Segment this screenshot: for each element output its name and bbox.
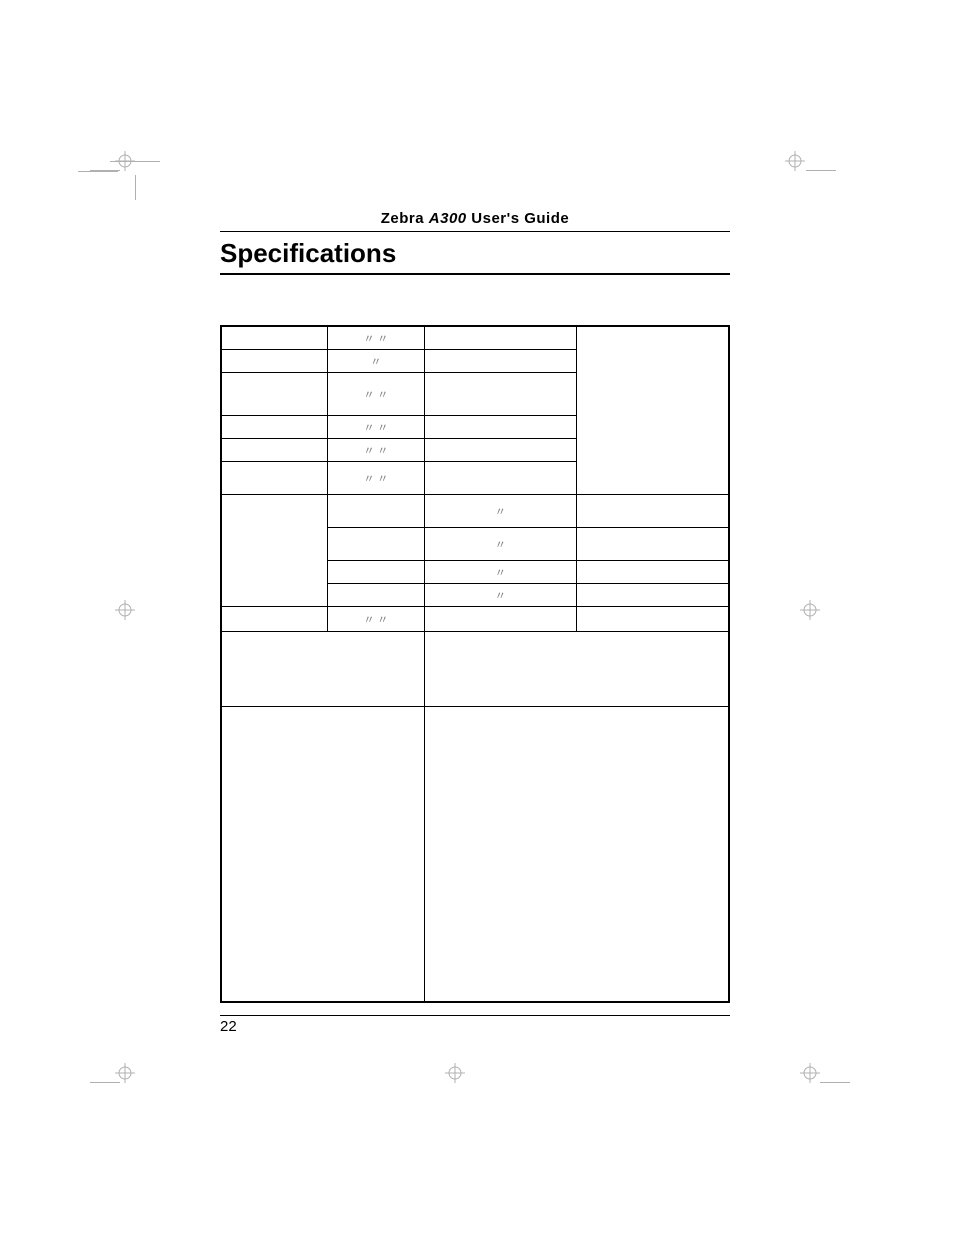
table-row: 〃: [221, 495, 729, 528]
crop-line: [90, 1082, 120, 1083]
table-cell: [221, 462, 328, 495]
registration-mark: [115, 600, 135, 620]
table-row: [221, 632, 729, 707]
table-cell: 〃 〃: [328, 373, 425, 416]
crop-line: [806, 170, 836, 171]
table-cell: 〃 〃: [328, 439, 425, 462]
registration-mark: [800, 600, 820, 620]
crop-line: [110, 161, 160, 162]
table-cell: [577, 584, 729, 607]
header-model: A300: [429, 210, 467, 227]
table-cell: 〃 〃: [328, 326, 425, 350]
table-cell: 〃: [424, 561, 576, 584]
table-cell: [424, 607, 576, 632]
registration-mark: [115, 1063, 135, 1083]
table-cell: 〃 〃: [328, 416, 425, 439]
table-cell: 〃: [328, 350, 425, 373]
table-cell: 〃 〃: [328, 607, 425, 632]
page-footer: 22: [220, 1015, 730, 1035]
table-cell: [424, 707, 729, 1003]
table-cell: [577, 561, 729, 584]
crop-line: [135, 175, 136, 200]
table-cell: [221, 350, 328, 373]
header-prefix: Zebra: [381, 210, 429, 227]
table-cell: [424, 462, 576, 495]
table-cell: [424, 373, 576, 416]
table-cell: [221, 326, 328, 350]
table-cell: [424, 416, 576, 439]
table-row: [221, 707, 729, 1003]
table-cell: [221, 416, 328, 439]
registration-mark: [785, 151, 805, 171]
table-cell: [424, 350, 576, 373]
crop-line: [90, 170, 120, 171]
section-title: Specifications: [220, 238, 730, 275]
page-content: Zebra A300 User's Guide Specifications 〃…: [220, 210, 730, 1003]
table-row: 〃 〃: [221, 462, 729, 495]
table-row: 〃: [221, 350, 729, 373]
table-row: 〃 〃: [221, 416, 729, 439]
table-cell: [328, 584, 425, 607]
table-cell: [577, 528, 729, 561]
table-cell: [221, 632, 424, 707]
table-cell: [328, 528, 425, 561]
table-cell: [221, 439, 328, 462]
table-row: 〃 〃: [221, 373, 729, 416]
table-cell: 〃: [424, 584, 576, 607]
crop-line: [820, 1082, 850, 1083]
table-cell: [424, 632, 729, 707]
table-cell: [221, 607, 328, 632]
table-row: 〃 〃: [221, 439, 729, 462]
running-header: Zebra A300 User's Guide: [220, 210, 730, 232]
table-cell: 〃 〃: [328, 462, 425, 495]
table-cell: 〃: [424, 528, 576, 561]
table-cell: [424, 326, 576, 350]
registration-mark: [800, 1063, 820, 1083]
table-cell: [424, 439, 576, 462]
table-cell: [221, 373, 328, 416]
registration-mark: [445, 1063, 465, 1083]
table-cell: [221, 707, 424, 1003]
header-suffix: User's Guide: [467, 210, 570, 227]
page-number: 22: [220, 1018, 237, 1035]
specifications-table: 〃 〃〃〃 〃〃 〃〃 〃〃 〃〃〃〃〃〃 〃: [220, 325, 730, 1003]
table-row: 〃 〃: [221, 607, 729, 632]
crop-line: [78, 171, 118, 172]
table-cell: 〃: [424, 495, 576, 528]
table-cell: [328, 495, 425, 528]
table-cell: [328, 561, 425, 584]
table-cell: [577, 495, 729, 528]
table-cell: [221, 495, 328, 607]
table-row: 〃 〃: [221, 326, 729, 350]
